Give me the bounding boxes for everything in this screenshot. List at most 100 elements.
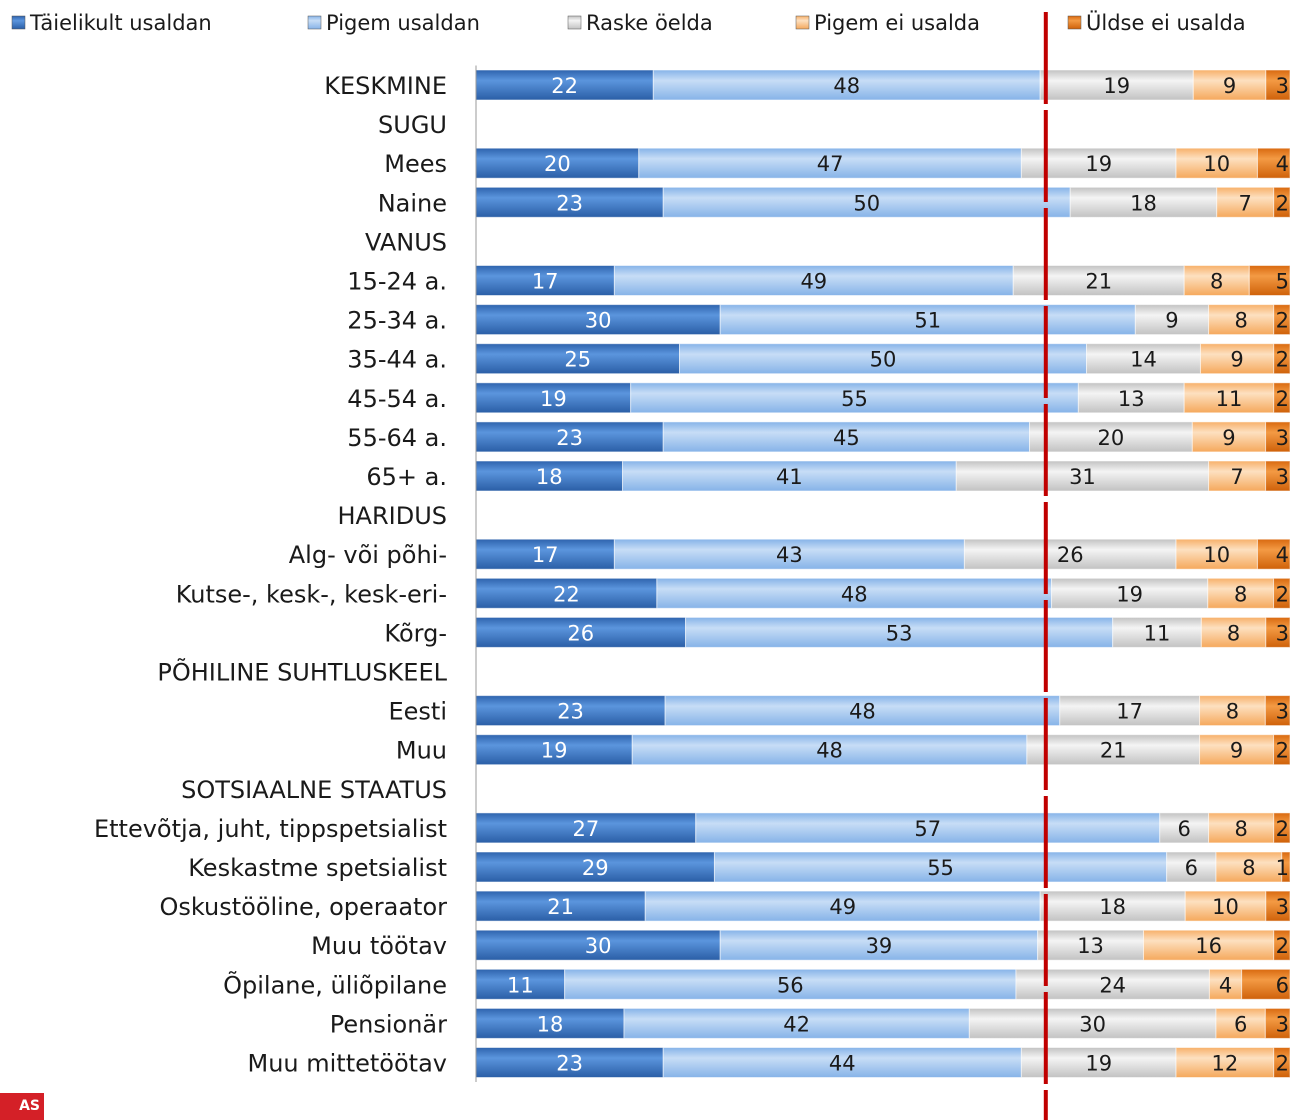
category-label: Ettevõtja, juht, tippspetsialist <box>94 815 447 843</box>
data-label: 13 <box>1118 387 1145 411</box>
bar-segment <box>1273 812 1291 844</box>
data-label: 45 <box>833 426 860 450</box>
data-label: 12 <box>1212 1052 1239 1076</box>
bar-segment <box>1012 265 1185 296</box>
data-label: 23 <box>557 700 584 724</box>
data-label: 2 <box>1276 191 1289 215</box>
data-label: 4 <box>1219 973 1232 997</box>
bar-segment <box>1134 304 1210 336</box>
legend-entry: Täielikult usaldan <box>29 11 212 35</box>
data-label: 2 <box>1276 309 1289 333</box>
brand-logo: AS <box>0 1093 44 1120</box>
legend-swatch <box>567 15 582 30</box>
data-label: 10 <box>1203 543 1230 567</box>
data-label: 11 <box>507 973 534 997</box>
data-label: 9 <box>1222 426 1235 450</box>
bar-segment <box>1273 304 1291 336</box>
data-label: 17 <box>1116 700 1143 724</box>
data-label: 6 <box>1234 1012 1247 1036</box>
data-label: 9 <box>1230 348 1243 372</box>
bar-segment <box>1273 734 1291 766</box>
data-label: 47 <box>817 152 844 176</box>
data-label: 24 <box>1099 973 1126 997</box>
data-label: 19 <box>540 387 567 411</box>
data-label: 19 <box>1085 1052 1112 1076</box>
data-label: 25 <box>564 348 591 372</box>
bar-segment <box>638 147 1022 179</box>
legend-swatch <box>1067 15 1082 30</box>
category-label: Alg- või põhi- <box>289 541 447 569</box>
legend-entry: Raske öelda <box>586 11 713 35</box>
category-label: PÕHILINE SUHTLUSKEEL <box>157 657 447 687</box>
category-label: 25-34 a. <box>347 307 447 335</box>
bar-segment <box>1175 147 1258 179</box>
data-label: 26 <box>1057 543 1084 567</box>
bar-segment <box>1264 1007 1291 1039</box>
bar-segment <box>1175 538 1258 570</box>
data-label: 8 <box>1242 856 1255 880</box>
data-label: 9 <box>1230 739 1243 763</box>
bar-segment <box>1208 460 1267 492</box>
data-label: 19 <box>1085 152 1112 176</box>
legend-swatch <box>307 15 322 30</box>
bar-segment <box>1039 890 1186 922</box>
bar-segment <box>622 460 957 492</box>
category-label: 45-54 a. <box>347 385 447 413</box>
data-label: 6 <box>1276 973 1289 997</box>
bar-segment <box>1273 343 1291 375</box>
legend-entry: Üldse ei usalda <box>1086 10 1246 35</box>
bar-segment <box>1112 616 1202 648</box>
data-label: 19 <box>541 739 568 763</box>
bar-segment <box>1265 421 1291 453</box>
bar-segment <box>652 69 1041 101</box>
category-label: Keskastme spetsialist <box>188 854 447 882</box>
bar-segment <box>1175 1047 1275 1078</box>
data-label: 1 <box>1276 856 1289 880</box>
data-label: 2 <box>1276 934 1289 958</box>
bar-segment <box>1265 616 1291 648</box>
data-label: 6 <box>1185 856 1198 880</box>
category-label: Muu töötav <box>311 932 447 960</box>
bar-segment <box>475 695 666 727</box>
bar-segment <box>1215 1007 1266 1039</box>
bar-segment <box>1208 304 1275 336</box>
data-label: 7 <box>1239 191 1252 215</box>
bar-segment <box>1166 851 1217 883</box>
bar-segment <box>1059 695 1201 727</box>
data-label: 9 <box>1223 74 1236 98</box>
category-label: HARIDUS <box>338 502 448 530</box>
category-label: Muu <box>396 737 447 765</box>
bar-segment <box>1264 695 1291 727</box>
category-label: Kutse-, kesk-, kesk-eri- <box>176 580 447 608</box>
data-label: 17 <box>532 270 559 294</box>
data-label: 2 <box>1276 348 1289 372</box>
data-label: 8 <box>1226 700 1239 724</box>
data-label: 10 <box>1203 152 1230 176</box>
category-label: SUGU <box>378 111 447 139</box>
data-label: 8 <box>1227 621 1240 645</box>
data-label: 30 <box>585 934 612 958</box>
legend-entry: Pigem usaldan <box>326 11 480 35</box>
bar-segment <box>685 616 1114 648</box>
bar-segment <box>1256 147 1291 179</box>
data-label: 56 <box>777 973 804 997</box>
data-label: 5 <box>1276 270 1289 294</box>
data-label: 23 <box>556 191 583 215</box>
data-label: 2 <box>1276 1052 1289 1076</box>
bar-segment <box>664 695 1061 727</box>
bar-segment <box>695 812 1161 844</box>
data-label: 51 <box>914 309 941 333</box>
bar-segment <box>662 186 1071 218</box>
bar-segment <box>1191 421 1267 453</box>
category-label: 55-64 a. <box>347 424 447 452</box>
data-label: 17 <box>532 543 559 567</box>
bar-segment <box>475 890 646 922</box>
bar-segment <box>1215 851 1283 883</box>
data-label: 4 <box>1276 152 1289 176</box>
bar-segment <box>475 460 624 492</box>
data-label: 2 <box>1276 817 1289 841</box>
bar-segment <box>1086 343 1201 375</box>
bar-segment <box>1273 577 1291 609</box>
data-label: 22 <box>553 582 580 606</box>
data-label: 48 <box>849 700 876 724</box>
